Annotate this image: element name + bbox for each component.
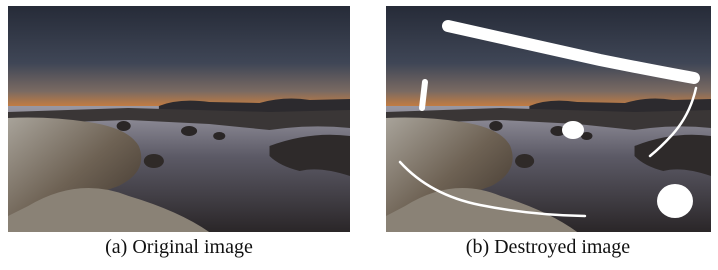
caption: (b) Destroyed image [466,236,631,258]
panel-a: (a) Original image [8,6,350,258]
panel-b: (b) Destroyed image [386,6,711,258]
figure: (a) Original image (b) Destroyed image [0,0,718,270]
blob [657,184,693,218]
blob [562,121,584,139]
caption: (a) Original image [105,236,253,258]
page: (a) Original image (b) Destroyed image (… [0,0,718,270]
original-image [8,6,350,232]
stroke-short [422,82,425,108]
